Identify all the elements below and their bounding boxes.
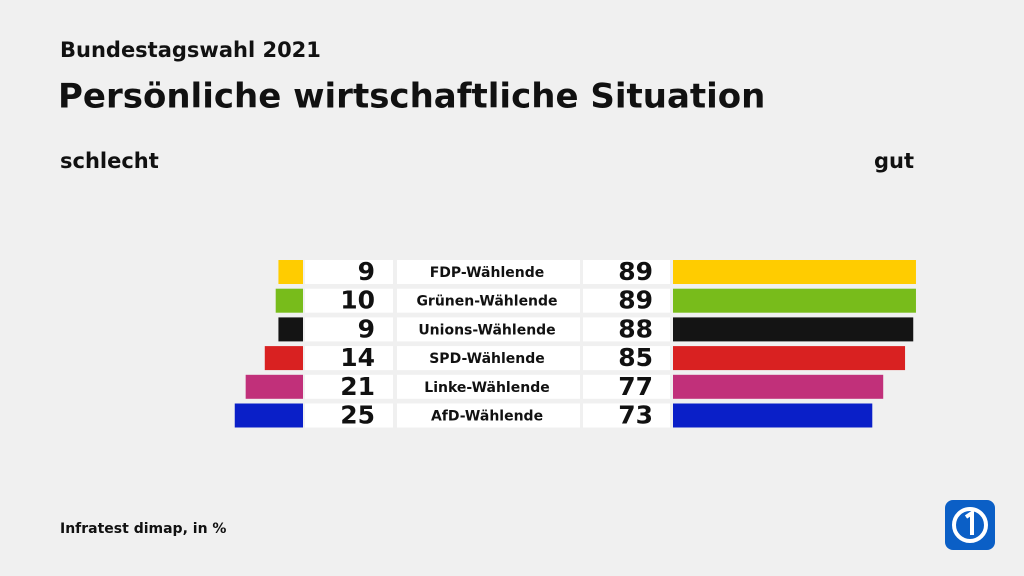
- value-label: 89: [618, 257, 653, 286]
- bar-right: [673, 317, 914, 342]
- value-box: [583, 260, 670, 284]
- left-header: schlecht: [60, 149, 159, 173]
- bar-right: [673, 346, 906, 371]
- value-label: 25: [340, 401, 375, 430]
- label-box: [397, 346, 580, 371]
- label-box: [397, 403, 580, 428]
- bar-left: [264, 346, 303, 371]
- value-box: [305, 288, 393, 313]
- category-label: Grünen-Wählende: [416, 294, 557, 310]
- bar-right: [673, 260, 916, 284]
- value-box: [305, 403, 393, 428]
- category-label: FDP-Wählende: [430, 265, 545, 281]
- value-label: 89: [618, 286, 653, 315]
- value-box: [305, 317, 393, 342]
- value-box: [305, 374, 393, 399]
- chart-subtitle: Bundestagswahl 2021: [60, 38, 321, 62]
- value-label: 10: [340, 286, 375, 315]
- bar-left: [245, 374, 303, 399]
- chart-title: Persönliche wirtschaftliche Situation: [58, 77, 765, 117]
- bar-left: [278, 260, 303, 284]
- value-label: 9: [358, 257, 375, 286]
- bar-left: [275, 288, 303, 313]
- value-label: 9: [358, 314, 375, 343]
- category-label: Linke-Wählende: [424, 380, 549, 396]
- value-label: 73: [618, 401, 653, 430]
- value-box: [583, 317, 670, 342]
- bar-right: [673, 374, 884, 399]
- category-label: AfD-Wählende: [431, 409, 543, 425]
- value-box: [583, 374, 670, 399]
- label-box: [397, 374, 580, 399]
- value-box: [583, 288, 670, 313]
- value-label: 85: [618, 343, 653, 372]
- bar-left: [234, 403, 303, 428]
- value-label: 21: [340, 372, 375, 401]
- category-label: SPD-Wählende: [429, 351, 545, 367]
- logo: [945, 500, 995, 550]
- value-box: [583, 403, 670, 428]
- value-label: 88: [618, 314, 653, 343]
- value-box: [305, 346, 393, 371]
- label-box: [397, 288, 580, 313]
- bar-right: [673, 403, 873, 428]
- bar-right: [673, 288, 916, 313]
- bar-left: [278, 317, 303, 342]
- value-label: 14: [340, 343, 375, 372]
- source: Infratest dimap, in %: [60, 521, 226, 537]
- value-label: 77: [618, 372, 653, 401]
- category-label: Unions-Wählende: [418, 322, 555, 338]
- label-box: [397, 260, 580, 284]
- value-box: [305, 260, 393, 284]
- label-box: [397, 317, 580, 342]
- right-header: gut: [874, 149, 914, 173]
- value-box: [583, 346, 670, 371]
